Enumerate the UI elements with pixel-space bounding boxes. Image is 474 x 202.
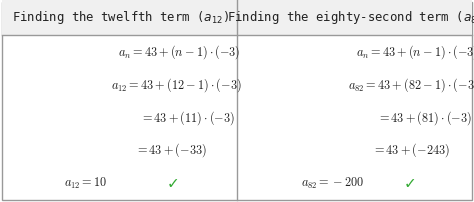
Text: $a_{12} = 10$: $a_{12} = 10$ [64,176,107,191]
Text: $a_{82} = -200$: $a_{82} = -200$ [301,176,364,191]
Text: $a_n = 43+(n-1)\cdot(-3)$: $a_n = 43+(n-1)\cdot(-3)$ [118,43,241,61]
Text: $= 43+(11)\cdot(-3)$: $= 43+(11)\cdot(-3)$ [140,109,235,126]
Text: ✓: ✓ [167,176,179,191]
Text: $= 43+(-33)$: $= 43+(-33)$ [135,142,207,159]
Text: $a_{12} = 43+(12-1)\cdot(-3)$: $a_{12} = 43+(12-1)\cdot(-3)$ [111,76,242,94]
Text: ✓: ✓ [404,176,416,191]
Text: $a_n = 43+(n-1)\cdot(-3)$: $a_n = 43+(n-1)\cdot(-3)$ [356,43,474,61]
Bar [237,0,472,35]
Text: $= 43+(81)\cdot(-3)$: $= 43+(81)\cdot(-3)$ [377,109,472,126]
Bar [2,0,237,35]
Text: $= 43+(-243)$: $= 43+(-243)$ [372,142,450,159]
Text: $a_{82} = 43+(82-1)\cdot(-3)$: $a_{82} = 43+(82-1)\cdot(-3)$ [348,76,474,94]
Text: Finding the eighty-second term ($a_{82}$): Finding the eighty-second term ($a_{82}$… [227,9,474,26]
Text: Finding the twelfth term ($a_{12}$): Finding the twelfth term ($a_{12}$) [12,9,229,26]
